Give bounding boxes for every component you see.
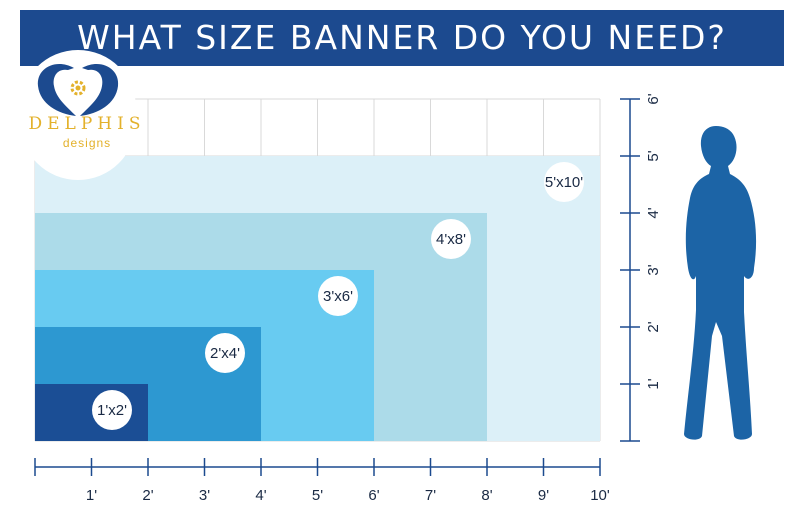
banner-label: 4'x8' — [436, 231, 466, 248]
header-bar: WHAT SIZE BANNER DO YOU NEED? — [20, 10, 784, 66]
banner-label: 2'x4' — [210, 345, 240, 362]
x-axis: 1' 2' 3' 4' 5' 6' 7' 8' 9' 10' — [34, 458, 610, 504]
brand-name: DELPHIS — [28, 114, 146, 134]
banner-label-bubble — [92, 390, 132, 430]
y-tick-label: 2' — [645, 321, 662, 332]
banner-label-bubble — [205, 333, 245, 373]
banner-label: 3'x6' — [323, 288, 353, 305]
y-axis: 1' 2' 3' 4' 5' 6' — [620, 93, 662, 442]
banner-label: 5'x10' — [545, 174, 583, 191]
y-tick-label: 1' — [645, 378, 662, 389]
brand-tagline: designs — [62, 136, 112, 150]
x-tick-label: 1' — [86, 487, 97, 504]
x-tick-label: 10' — [590, 487, 610, 504]
x-tick-label: 6' — [368, 487, 379, 504]
logo: DELPHIS designs — [20, 50, 140, 180]
x-tick-label: 8' — [481, 487, 492, 504]
banner-label-bubble — [544, 162, 584, 202]
banner-areas — [35, 156, 600, 441]
banner-label-bubble — [318, 276, 358, 316]
x-tick-label: 9' — [538, 487, 549, 504]
page-title: WHAT SIZE BANNER DO YOU NEED? — [77, 18, 727, 57]
x-tick-label: 5' — [312, 487, 323, 504]
y-tick-label: 5' — [645, 150, 662, 161]
dolphin-logo-icon — [37, 64, 119, 116]
woman-silhouette-icon — [684, 126, 757, 440]
x-tick-label: 3' — [199, 487, 210, 504]
banner-label: 1'x2' — [97, 402, 127, 419]
y-tick-label: 3' — [645, 264, 662, 275]
banner-labels: 1'x2' 2'x4' 3'x6' 4'x8' 5'x10' — [92, 162, 584, 430]
y-tick-label: 6' — [645, 93, 662, 104]
x-tick-label: 7' — [425, 487, 436, 504]
y-tick-label: 4' — [645, 207, 662, 218]
x-tick-label: 4' — [255, 487, 266, 504]
x-tick-label: 2' — [142, 487, 153, 504]
banner-label-bubble — [431, 219, 471, 259]
